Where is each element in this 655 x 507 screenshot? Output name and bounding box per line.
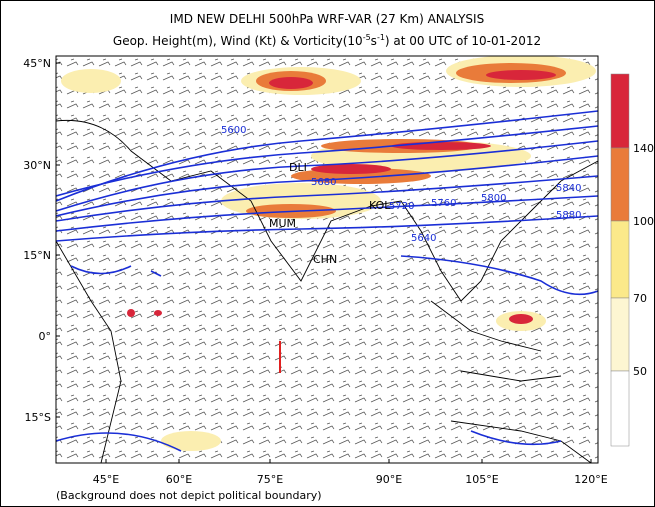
colorbar-band [610, 220, 630, 299]
colorbar-band [610, 147, 630, 222]
colorbar-label: 140 [633, 142, 654, 155]
lat-label: 15°S [25, 411, 51, 424]
lon-label: 105°E [465, 473, 498, 486]
colorbar-band [610, 73, 630, 149]
station-label: MUM [269, 217, 296, 230]
colorbar-label: 70 [633, 292, 647, 305]
contour-label: 5640 [411, 233, 436, 244]
lat-label: 30°N [23, 159, 51, 172]
colorbar-label: 50 [633, 365, 647, 378]
colorbar-label: 100 [633, 215, 654, 228]
contour-label: 5760 [431, 198, 456, 209]
lon-label: 75°E [257, 473, 283, 486]
contour-label: 5720 [389, 201, 414, 212]
lon-label: 60°E [166, 473, 192, 486]
lon-label: 90°E [376, 473, 402, 486]
contour-label: 5800 [481, 193, 506, 204]
lat-label: 0° [39, 330, 52, 343]
station-label: KOL [369, 199, 391, 212]
lon-label: 120°E [574, 473, 607, 486]
station-label: DLI [289, 161, 307, 174]
map-area [56, 56, 598, 463]
contour-label: 5840 [556, 183, 581, 194]
footnote: (Background does not depict political bo… [56, 489, 322, 502]
lat-label: 45°N [23, 57, 51, 70]
contour-label: 5600 [221, 125, 246, 136]
station-label: CHN [313, 253, 337, 266]
colorbar-band [610, 297, 630, 372]
contour-label: 5680 [311, 177, 336, 188]
subtitle: Geop. Height(m), Wind (Kt) & Vorticity(1… [113, 33, 541, 48]
colorbar-band [610, 370, 630, 447]
contour-label: 5880 [556, 210, 581, 221]
lat-label: 15°N [23, 249, 51, 262]
title: IMD NEW DELHI 500hPa WRF-VAR (27 Km) ANA… [170, 12, 484, 26]
lon-label: 45°E [93, 473, 119, 486]
